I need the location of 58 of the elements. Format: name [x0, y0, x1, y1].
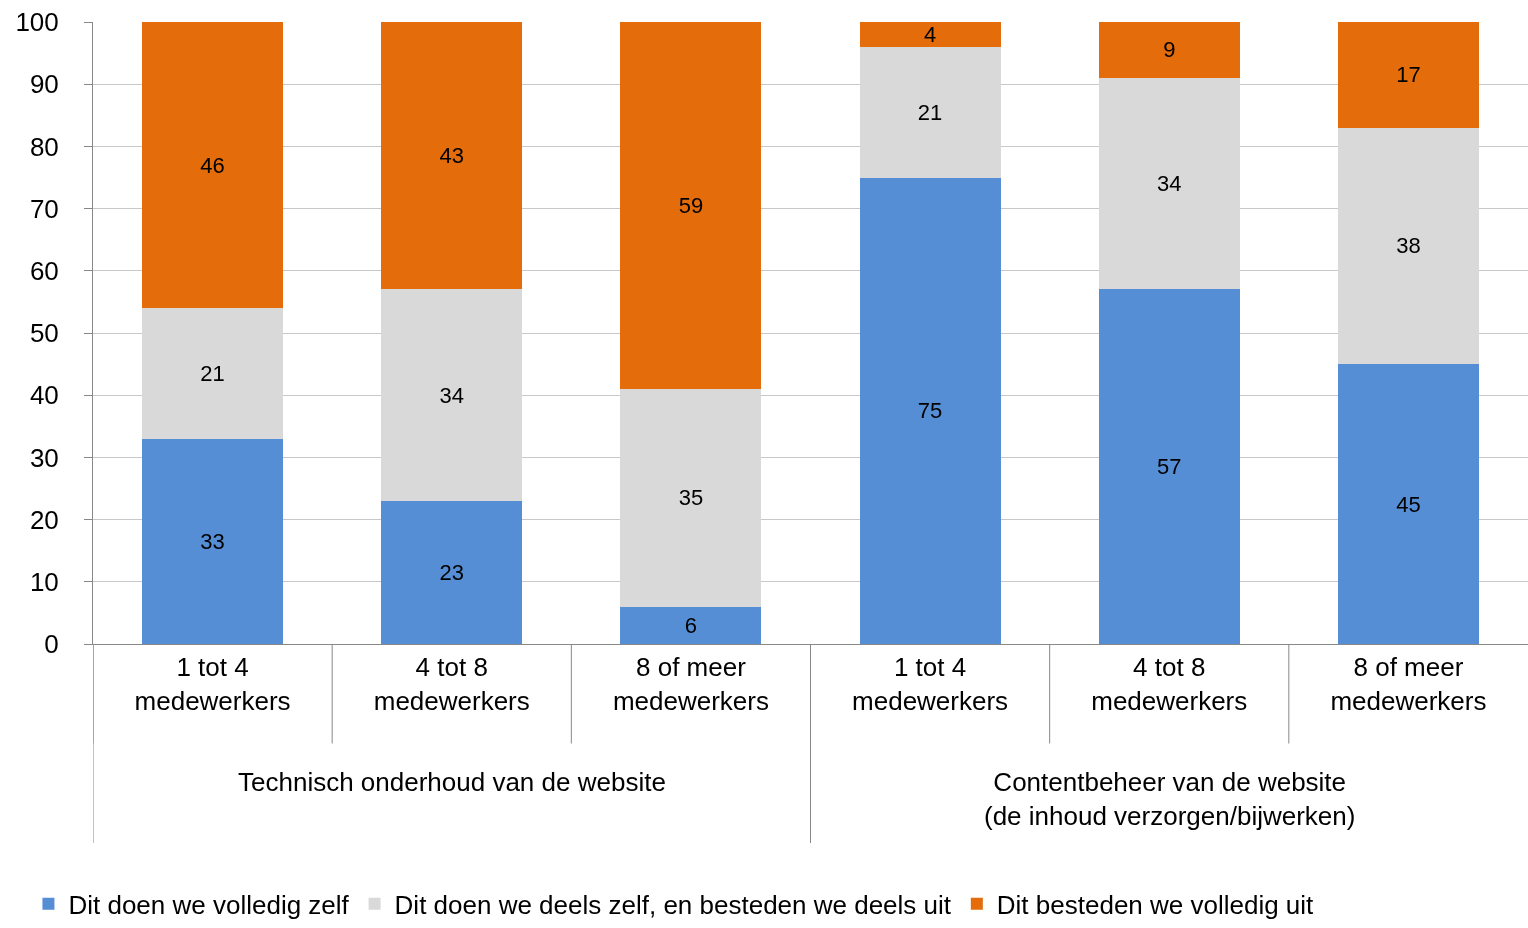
data-label: 6	[684, 612, 698, 638]
y-tick-label: 10	[29, 566, 59, 597]
y-tick-label: 30	[29, 442, 59, 473]
bar	[620, 606, 762, 644]
bar	[620, 22, 762, 389]
bar	[859, 22, 1001, 47]
bar	[1337, 364, 1479, 644]
bar	[381, 500, 523, 644]
x-tick-label: 4 tot 8 medewerkers	[1091, 652, 1248, 716]
y-tick-label: 40	[29, 380, 59, 411]
bar	[142, 22, 284, 309]
data-label: 4	[923, 21, 937, 47]
data-label: 46	[200, 152, 225, 178]
y-tick-label: 80	[29, 131, 59, 162]
data-label: 45	[1396, 491, 1421, 517]
data-label: 9	[1163, 37, 1176, 63]
data-label: 75	[917, 398, 943, 424]
text: Contentbeheer van de website (de inhoud verzorgen/bijwerken)	[984, 767, 1356, 831]
data-label: 21	[917, 99, 943, 125]
legend-label: Dit doen we volledig zelf	[68, 889, 350, 920]
x-tick-label: 8 of meer medewerkers	[1330, 652, 1487, 716]
data-label: 43	[439, 143, 464, 169]
data-label: 21	[200, 360, 225, 386]
bar	[1098, 22, 1240, 78]
x-tick-label: 4 tot 8 medewerkers	[373, 652, 530, 716]
y-tick-label: 20	[29, 504, 59, 535]
data-label: 59	[678, 192, 704, 218]
bar	[1098, 77, 1240, 290]
data-label: 33	[200, 528, 225, 554]
bar	[1337, 127, 1479, 365]
text: Technisch onderhoud van de website	[238, 767, 666, 797]
legend-label: Dit doen we deels zelf, en besteden we deels uit	[394, 889, 952, 920]
bar	[620, 388, 762, 607]
x-tick-label: 1 tot 4 medewerkers	[134, 652, 291, 716]
bar	[142, 438, 284, 644]
y-tick-label: 60	[29, 255, 59, 286]
x-tick-label: 1 tot 4 medewerkers	[852, 652, 1009, 716]
y-tick-label: 70	[29, 193, 59, 224]
bar	[859, 177, 1001, 644]
data-label: 38	[1396, 233, 1421, 259]
bar	[381, 289, 523, 501]
bar	[1337, 22, 1479, 128]
data-label: 34	[1157, 171, 1182, 197]
data-label: 35	[678, 485, 704, 511]
bar	[1098, 289, 1240, 644]
bar	[859, 46, 1001, 178]
bar	[142, 308, 284, 439]
y-tick-label: 0	[44, 629, 59, 660]
y-tick-label: 50	[29, 318, 59, 349]
data-label: 17	[1396, 62, 1421, 88]
data-label: 34	[439, 382, 464, 408]
bar	[381, 22, 523, 290]
data-label: 57	[1157, 454, 1182, 480]
data-label: 23	[439, 559, 464, 585]
legend-label: Dit besteden we volledig uit	[996, 889, 1315, 920]
y-tick-label: 100	[15, 7, 59, 38]
x-tick-label: 8 of meer medewerkers	[612, 652, 769, 716]
y-tick-label: 90	[29, 69, 59, 100]
